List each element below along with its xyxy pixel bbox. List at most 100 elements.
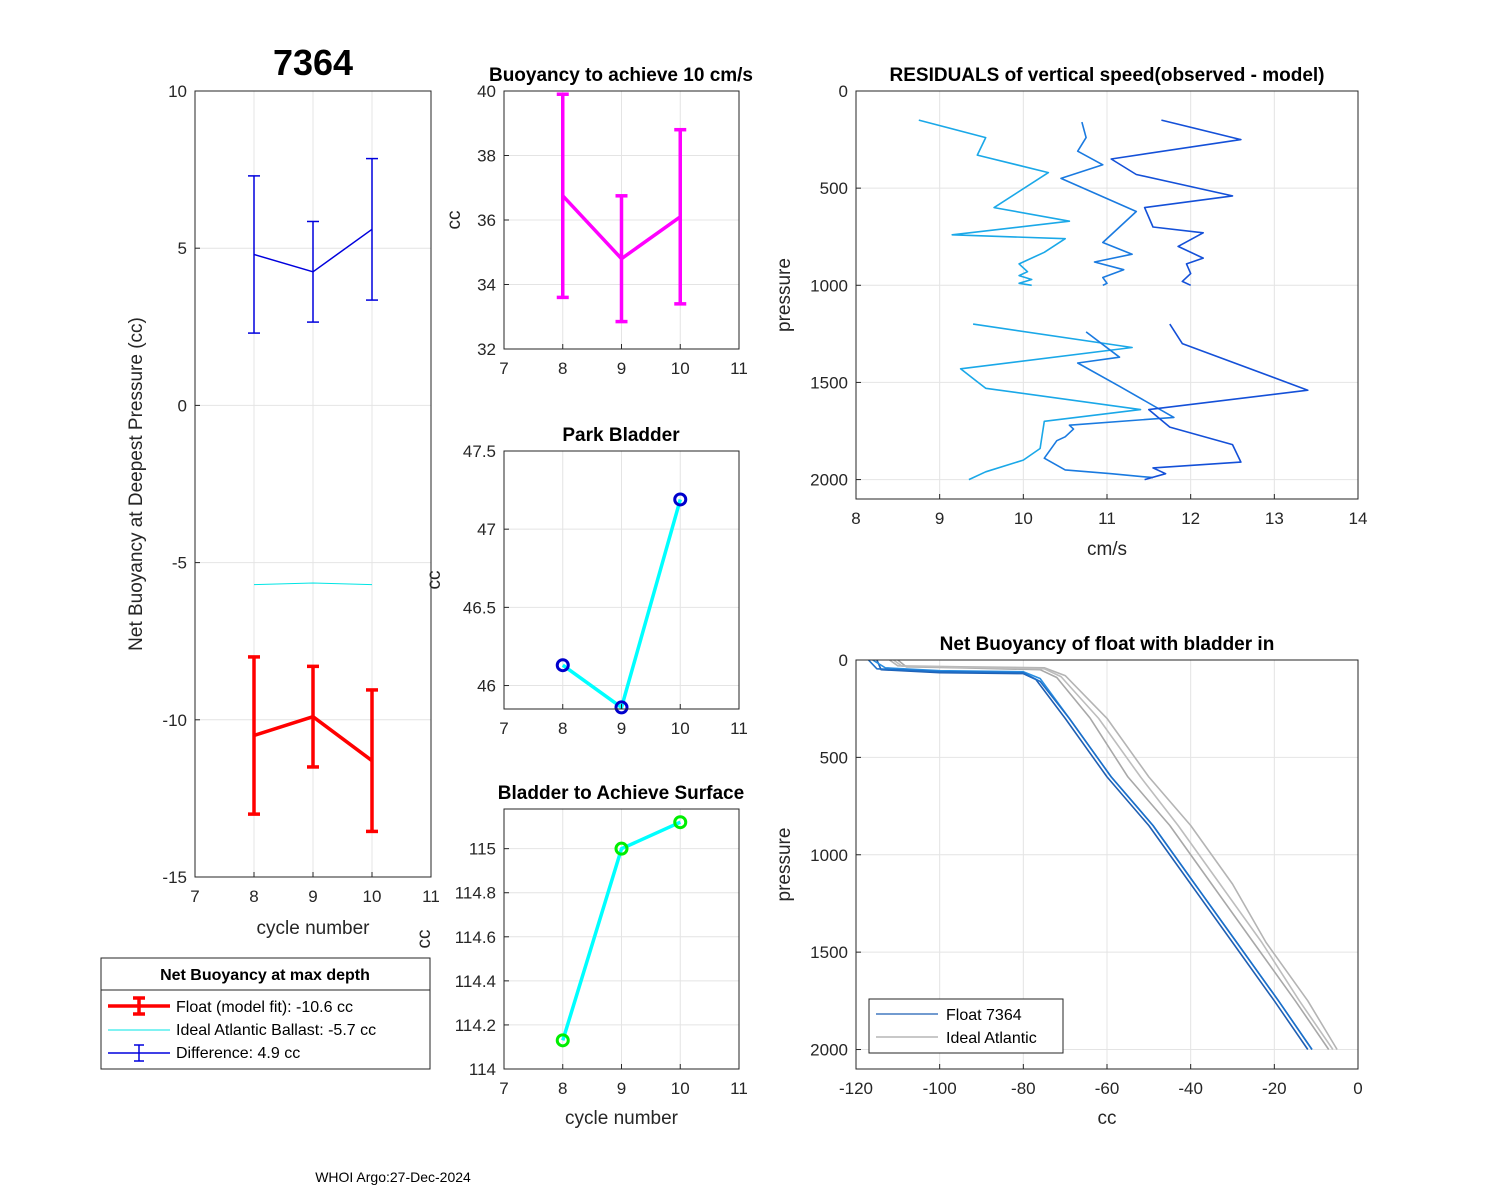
legend-profile-box — [868, 998, 1064, 1054]
x-tick-label: 13 — [1265, 509, 1284, 528]
legend-net-buoyancy: Net Buoyancy at max depth Float (model f… — [100, 957, 431, 1070]
chart-title: Buoyancy to achieve 10 cm/s — [489, 65, 753, 86]
series-line — [253, 582, 373, 586]
x-tick-label: 7 — [499, 359, 508, 378]
y-tick-label: 10 — [168, 82, 187, 101]
y-tick-label: -10 — [162, 711, 187, 730]
y-axis-label: pressure — [774, 258, 795, 332]
legend-box — [100, 957, 431, 1070]
legend-entry-float-7364: Float 7364 — [946, 1007, 1022, 1024]
x-tick-label: 0 — [1353, 1079, 1362, 1098]
chart-title: 7364 — [273, 42, 353, 83]
legend-swatch-float — [108, 996, 170, 1016]
legend-entry-ideal-atlantic: Ideal Atlantic — [946, 1030, 1037, 1047]
y-tick-label: 114.6 — [455, 928, 496, 947]
data-marker — [555, 1033, 570, 1048]
x-tick-label: -100 — [923, 1079, 957, 1098]
y-tick-label: 114 — [469, 1060, 496, 1079]
y-axis-label: cc — [414, 930, 435, 949]
x-tick-label: 8 — [558, 719, 567, 738]
data-layer — [918, 119, 1309, 481]
y-tick-label: 1000 — [810, 846, 848, 865]
chart-title: Net Buoyancy of float with bladder in — [940, 634, 1275, 655]
x-tick-label: 11 — [730, 359, 748, 378]
x-axis-label: cycle number — [257, 918, 371, 939]
x-tick-label: 9 — [617, 359, 626, 378]
y-axis-label: Net Buoyancy at Deepest Pressure (cc) — [126, 317, 147, 651]
y-tick-label: 500 — [820, 748, 848, 767]
chart-net_buoyancy_profile: -120 -100 -80 -60 -40 -20 0 0 500 1000 1500 2000 Net… — [774, 634, 1363, 1129]
legend-title: Net Buoyancy at max depth — [160, 967, 370, 984]
data-layer — [867, 660, 1338, 1050]
x-tick-label: 8 — [558, 359, 567, 378]
x-tick-label: 12 — [1181, 509, 1200, 528]
footer-label: WHOI Argo:27-Dec-2024 — [315, 1169, 471, 1185]
x-tick-label: 7 — [190, 887, 199, 906]
y-tick-label: 38 — [477, 147, 496, 166]
chart-residuals: 8 9 10 11 12 13 14 0 500 1000 1500 2000 RESIDUALS of… — [774, 65, 1367, 560]
data-layer — [561, 820, 682, 1041]
x-tick-label: 11 — [1098, 509, 1116, 528]
x-tick-label: 9 — [308, 887, 317, 906]
x-tick-label: 14 — [1349, 509, 1368, 528]
series-line — [918, 119, 1071, 287]
y-tick-label: 34 — [477, 276, 496, 295]
x-axis-label: cm/s — [1087, 539, 1127, 560]
x-tick-label: 11 — [730, 1079, 748, 1098]
y-tick-label: 0 — [839, 82, 848, 101]
x-tick-label: -20 — [1262, 1079, 1287, 1098]
x-tick-label: 11 — [730, 719, 748, 738]
y-tick-label: 46.5 — [463, 598, 496, 617]
series-line — [876, 660, 1309, 1050]
legend-entry-difference: Difference: 4.9 cc — [176, 1045, 300, 1062]
chart-title: Bladder to Achieve Surface — [498, 783, 744, 804]
series-line — [893, 660, 1334, 1050]
y-tick-label: 0 — [839, 651, 848, 670]
x-tick-label: 8 — [249, 887, 258, 906]
y-axis-label: cc — [424, 571, 445, 590]
x-tick-label: 9 — [935, 509, 944, 528]
y-tick-label: 36 — [477, 211, 496, 230]
x-axis-label: cycle number — [565, 1108, 679, 1129]
x-tick-label: 8 — [558, 1079, 567, 1098]
series-line — [561, 820, 682, 1041]
legend-entry-ideal: Ideal Atlantic Ballast: -5.7 cc — [176, 1022, 376, 1039]
x-tick-label: -60 — [1095, 1079, 1120, 1098]
y-tick-label: 46 — [477, 677, 496, 696]
y-tick-label: 114.4 — [455, 972, 496, 991]
series-line — [1144, 323, 1309, 481]
data-marker — [555, 658, 570, 673]
y-axis-label: pressure — [774, 828, 795, 902]
data-marker — [673, 815, 688, 830]
x-tick-label: 8 — [851, 509, 860, 528]
x-tick-label: 9 — [617, 1079, 626, 1098]
y-tick-label: 2000 — [810, 471, 848, 490]
y-tick-label: 114.2 — [455, 1016, 496, 1035]
y-tick-label: 40 — [477, 82, 496, 101]
y-axis-label: cc — [444, 211, 465, 230]
x-axis-label: cc — [1098, 1108, 1117, 1129]
chart-park_bladder: 7 8 9 10 11 46 46.5 47 47.5 Park Bladder cc — [424, 425, 748, 738]
y-tick-label: 0 — [178, 396, 187, 415]
y-tick-label: 114.8 — [455, 884, 496, 903]
series-line — [867, 660, 1313, 1050]
y-tick-label: 47 — [477, 520, 496, 539]
x-tick-label: 7 — [499, 1079, 508, 1098]
x-tick-label: -120 — [839, 1079, 873, 1098]
y-tick-label: 1500 — [810, 373, 848, 392]
x-tick-label: -80 — [1011, 1079, 1036, 1098]
legend-entry-float: Float (model fit): -10.6 cc — [176, 999, 353, 1016]
x-tick-label: 10 — [1014, 509, 1033, 528]
chart-title: Park Bladder — [562, 425, 680, 446]
series-line — [1043, 331, 1175, 479]
x-tick-label: 10 — [671, 1079, 690, 1098]
chart-bladder_surface: 7 8 9 10 11 114 114.2 114.4 114.6 114.8 115 Bladder… — [414, 783, 748, 1129]
y-tick-label: 1000 — [810, 276, 848, 295]
series-line — [1110, 119, 1242, 287]
y-tick-label: -5 — [172, 554, 187, 573]
x-tick-label: 10 — [671, 719, 690, 738]
y-tick-label: 5 — [178, 239, 187, 258]
data-layer — [248, 157, 378, 834]
